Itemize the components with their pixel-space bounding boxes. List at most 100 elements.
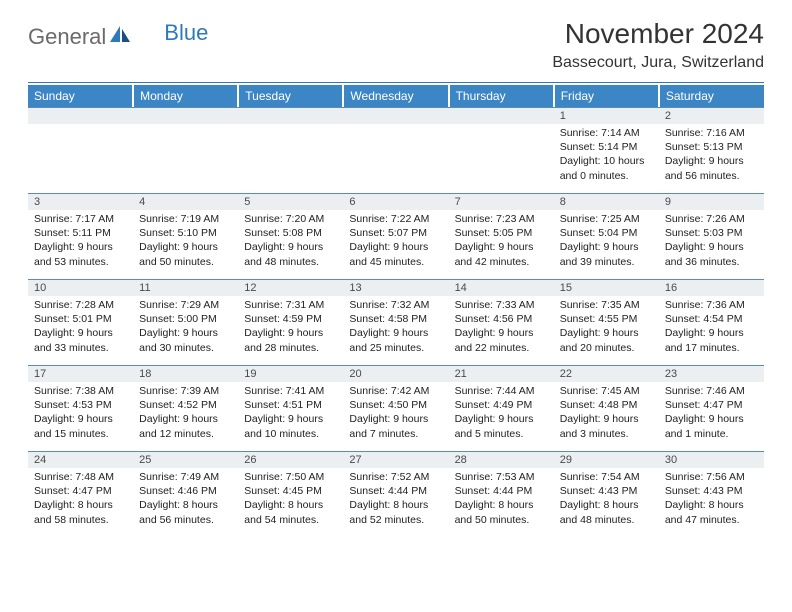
calendar-cell: 4Sunrise: 7:19 AMSunset: 5:10 PMDaylight… (133, 193, 238, 279)
daylight-line2: and 58 minutes. (34, 513, 127, 527)
calendar-cell: 18Sunrise: 7:39 AMSunset: 4:52 PMDayligh… (133, 365, 238, 451)
daylight-line2: and 56 minutes. (665, 169, 758, 183)
day-number: 20 (343, 365, 448, 382)
daylight-line2: and 33 minutes. (34, 341, 127, 355)
day-number: 1 (554, 107, 659, 124)
sunset-text: Sunset: 4:43 PM (560, 484, 653, 498)
sunset-text: Sunset: 5:03 PM (665, 226, 758, 240)
sunrise-text: Sunrise: 7:28 AM (34, 298, 127, 312)
day-body: Sunrise: 7:19 AMSunset: 5:10 PMDaylight:… (133, 210, 238, 273)
sunrise-text: Sunrise: 7:26 AM (665, 212, 758, 226)
sunrise-text: Sunrise: 7:35 AM (560, 298, 653, 312)
sunset-text: Sunset: 5:14 PM (560, 140, 653, 154)
sunset-text: Sunset: 5:08 PM (244, 226, 337, 240)
calendar-cell (343, 107, 448, 193)
logo: General Blue (28, 24, 208, 50)
calendar-cell: 9Sunrise: 7:26 AMSunset: 5:03 PMDaylight… (659, 193, 764, 279)
calendar-cell (449, 107, 554, 193)
daylight-line1: Daylight: 8 hours (560, 498, 653, 512)
day-number: 24 (28, 451, 133, 468)
sunset-text: Sunset: 4:47 PM (665, 398, 758, 412)
day-number: 22 (554, 365, 659, 382)
calendar-cell: 2Sunrise: 7:16 AMSunset: 5:13 PMDaylight… (659, 107, 764, 193)
sunrise-text: Sunrise: 7:52 AM (349, 470, 442, 484)
calendar-cell: 30Sunrise: 7:56 AMSunset: 4:43 PMDayligh… (659, 451, 764, 537)
day-body: Sunrise: 7:14 AMSunset: 5:14 PMDaylight:… (554, 124, 659, 187)
daylight-line2: and 45 minutes. (349, 255, 442, 269)
day-body: Sunrise: 7:29 AMSunset: 5:00 PMDaylight:… (133, 296, 238, 359)
page-title: November 2024 (552, 18, 764, 50)
day-body: Sunrise: 7:20 AMSunset: 5:08 PMDaylight:… (238, 210, 343, 273)
daylight-line1: Daylight: 9 hours (455, 240, 548, 254)
daylight-line2: and 7 minutes. (349, 427, 442, 441)
day-body: Sunrise: 7:35 AMSunset: 4:55 PMDaylight:… (554, 296, 659, 359)
sunrise-text: Sunrise: 7:54 AM (560, 470, 653, 484)
weekday-wednesday: Wednesday (343, 85, 448, 107)
calendar-cell: 15Sunrise: 7:35 AMSunset: 4:55 PMDayligh… (554, 279, 659, 365)
daylight-line2: and 30 minutes. (139, 341, 232, 355)
daylight-line1: Daylight: 9 hours (455, 326, 548, 340)
daylight-line1: Daylight: 8 hours (665, 498, 758, 512)
sunrise-text: Sunrise: 7:17 AM (34, 212, 127, 226)
day-number: 18 (133, 365, 238, 382)
day-number: 26 (238, 451, 343, 468)
sunrise-text: Sunrise: 7:33 AM (455, 298, 548, 312)
weekday-friday: Friday (554, 85, 659, 107)
sunrise-text: Sunrise: 7:46 AM (665, 384, 758, 398)
sunrise-text: Sunrise: 7:25 AM (560, 212, 653, 226)
daylight-line2: and 22 minutes. (455, 341, 548, 355)
day-number (28, 107, 133, 124)
sunrise-text: Sunrise: 7:19 AM (139, 212, 232, 226)
sunset-text: Sunset: 5:10 PM (139, 226, 232, 240)
daylight-line1: Daylight: 8 hours (139, 498, 232, 512)
calendar-cell: 27Sunrise: 7:52 AMSunset: 4:44 PMDayligh… (343, 451, 448, 537)
calendar-cell: 17Sunrise: 7:38 AMSunset: 4:53 PMDayligh… (28, 365, 133, 451)
day-body: Sunrise: 7:32 AMSunset: 4:58 PMDaylight:… (343, 296, 448, 359)
title-block: November 2024 Bassecourt, Jura, Switzerl… (552, 18, 764, 72)
sunrise-text: Sunrise: 7:49 AM (139, 470, 232, 484)
daylight-line1: Daylight: 8 hours (349, 498, 442, 512)
day-body: Sunrise: 7:52 AMSunset: 4:44 PMDaylight:… (343, 468, 448, 531)
weekday-monday: Monday (133, 85, 238, 107)
weekday-tuesday: Tuesday (238, 85, 343, 107)
calendar-cell (28, 107, 133, 193)
day-number (133, 107, 238, 124)
day-number: 5 (238, 193, 343, 210)
calendar-cell: 12Sunrise: 7:31 AMSunset: 4:59 PMDayligh… (238, 279, 343, 365)
daylight-line2: and 52 minutes. (349, 513, 442, 527)
day-number (343, 107, 448, 124)
daylight-line2: and 5 minutes. (455, 427, 548, 441)
sunset-text: Sunset: 4:49 PM (455, 398, 548, 412)
logo-text-blue: Blue (164, 20, 208, 46)
daylight-line1: Daylight: 9 hours (560, 240, 653, 254)
day-body: Sunrise: 7:28 AMSunset: 5:01 PMDaylight:… (28, 296, 133, 359)
day-number: 3 (28, 193, 133, 210)
logo-sail-icon (110, 26, 132, 49)
daylight-line1: Daylight: 9 hours (349, 326, 442, 340)
daylight-line2: and 28 minutes. (244, 341, 337, 355)
calendar-cell: 8Sunrise: 7:25 AMSunset: 5:04 PMDaylight… (554, 193, 659, 279)
daylight-line1: Daylight: 9 hours (455, 412, 548, 426)
calendar-cell: 6Sunrise: 7:22 AMSunset: 5:07 PMDaylight… (343, 193, 448, 279)
calendar-cell: 21Sunrise: 7:44 AMSunset: 4:49 PMDayligh… (449, 365, 554, 451)
daylight-line2: and 42 minutes. (455, 255, 548, 269)
calendar-body: 1Sunrise: 7:14 AMSunset: 5:14 PMDaylight… (28, 107, 764, 537)
daylight-line1: Daylight: 9 hours (34, 412, 127, 426)
calendar-table: Sunday Monday Tuesday Wednesday Thursday… (28, 85, 764, 537)
day-body: Sunrise: 7:33 AMSunset: 4:56 PMDaylight:… (449, 296, 554, 359)
day-body: Sunrise: 7:26 AMSunset: 5:03 PMDaylight:… (659, 210, 764, 273)
day-number: 6 (343, 193, 448, 210)
daylight-line1: Daylight: 9 hours (34, 240, 127, 254)
day-body: Sunrise: 7:17 AMSunset: 5:11 PMDaylight:… (28, 210, 133, 273)
sunset-text: Sunset: 4:44 PM (455, 484, 548, 498)
sunset-text: Sunset: 5:00 PM (139, 312, 232, 326)
sunrise-text: Sunrise: 7:44 AM (455, 384, 548, 398)
sunrise-text: Sunrise: 7:38 AM (34, 384, 127, 398)
calendar-cell: 11Sunrise: 7:29 AMSunset: 5:00 PMDayligh… (133, 279, 238, 365)
day-number: 13 (343, 279, 448, 296)
day-number: 15 (554, 279, 659, 296)
day-body: Sunrise: 7:31 AMSunset: 4:59 PMDaylight:… (238, 296, 343, 359)
calendar-cell: 26Sunrise: 7:50 AMSunset: 4:45 PMDayligh… (238, 451, 343, 537)
day-number: 9 (659, 193, 764, 210)
daylight-line1: Daylight: 9 hours (665, 240, 758, 254)
